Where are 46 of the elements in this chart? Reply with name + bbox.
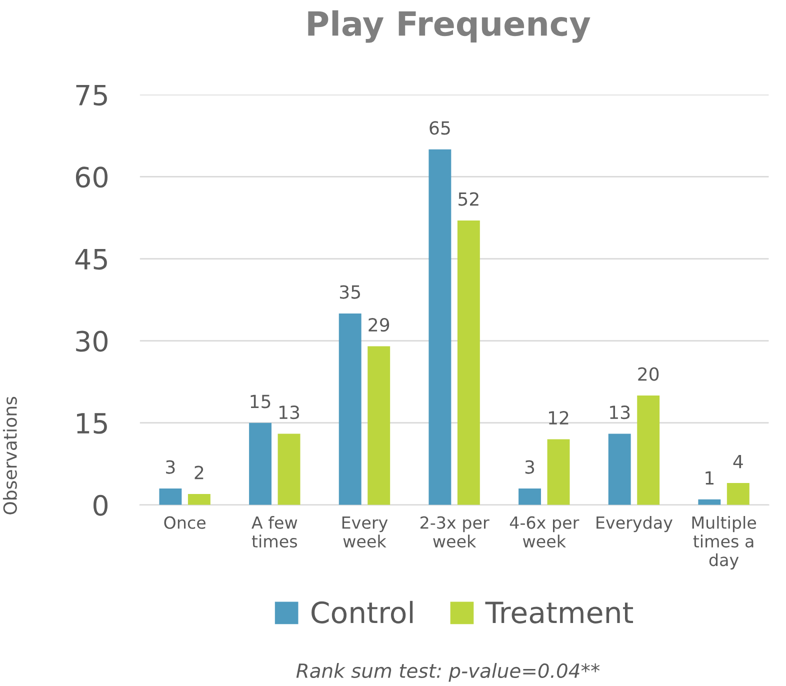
data-label: 4 xyxy=(733,454,743,468)
data-label: 3 xyxy=(525,460,534,474)
x-tick-label: A few times xyxy=(252,516,298,548)
data-label: 12 xyxy=(549,410,568,424)
data-label: 20 xyxy=(638,367,659,381)
y-tick-label: 75 xyxy=(76,84,107,106)
bar xyxy=(637,396,660,505)
data-label: 52 xyxy=(458,192,478,206)
bar xyxy=(368,346,390,505)
y-tick-label: 30 xyxy=(76,330,108,352)
y-axis-title: Observations xyxy=(2,396,17,514)
x-tick-label: Every week xyxy=(342,516,388,548)
bar xyxy=(518,488,541,505)
data-label: 35 xyxy=(340,285,360,299)
data-label: 13 xyxy=(610,406,630,420)
x-tick-label: Everyday xyxy=(596,516,672,532)
x-tick-label: Multiple times a day xyxy=(692,516,756,570)
data-label: 13 xyxy=(280,406,300,420)
bar xyxy=(698,499,721,505)
text: Rank sum test: p-value=0.04** xyxy=(296,662,600,682)
x-tick-label: Once xyxy=(164,516,206,529)
bar xyxy=(278,434,300,505)
y-tick-label: 15 xyxy=(77,413,107,434)
data-label: 29 xyxy=(368,318,390,332)
bar xyxy=(338,313,362,505)
x-tick-label: 4-6x per week xyxy=(510,516,580,548)
bar xyxy=(457,220,480,505)
bar xyxy=(726,483,750,505)
bar xyxy=(188,494,210,505)
data-label: 1 xyxy=(706,471,714,485)
y-tick-label: 45 xyxy=(75,249,107,270)
bar xyxy=(428,149,452,505)
y-tick-label: 0 xyxy=(94,494,108,516)
bar xyxy=(249,422,272,505)
legend-label: Control xyxy=(312,600,413,624)
data-label: 65 xyxy=(430,121,450,135)
chart-title: Play Frequency xyxy=(308,10,590,43)
bar xyxy=(547,439,570,505)
bar xyxy=(608,434,631,505)
legend-label: Treatment xyxy=(485,602,634,624)
bar xyxy=(159,488,182,505)
y-tick-label: 60 xyxy=(76,166,108,188)
x-tick-label: 2-3x per week xyxy=(420,516,490,548)
data-label: 2 xyxy=(194,466,204,480)
data-label: 15 xyxy=(250,394,270,408)
data-label: 3 xyxy=(166,460,175,474)
